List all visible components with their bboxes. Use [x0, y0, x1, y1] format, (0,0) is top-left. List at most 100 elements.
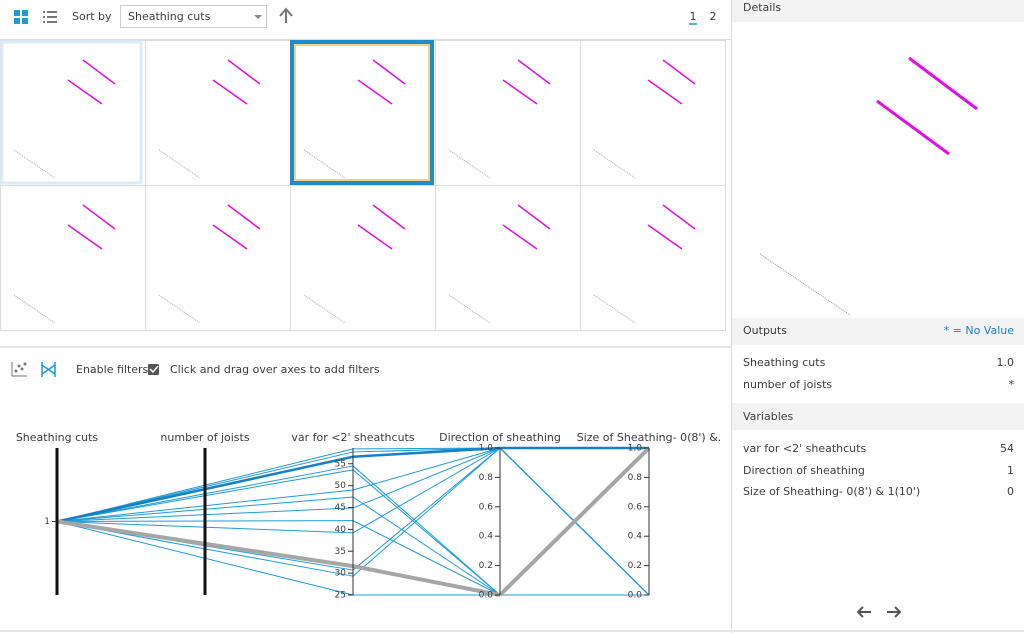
record-line: [352, 564, 501, 597]
record-line: [352, 496, 501, 596]
row-value: *: [1009, 378, 1015, 391]
tick-label: 55: [335, 459, 346, 469]
row-label: var for <2' sheathcuts: [743, 442, 866, 455]
member: [502, 224, 538, 250]
tick-label: 1.0: [479, 444, 494, 454]
thumbnail-frame: [580, 185, 726, 331]
enable-filters-checkbox[interactable]: [148, 364, 159, 375]
tick-label: 0.0: [479, 591, 494, 601]
axis-label: Sheathing cuts: [16, 431, 99, 444]
member: [662, 59, 696, 85]
details-header: [732, 0, 1024, 22]
record-line: [352, 447, 501, 509]
member: [372, 204, 406, 230]
grid-view-button[interactable]: [14, 10, 28, 24]
variables-header: [732, 403, 1024, 430]
thumbnail[interactable]: [145, 40, 291, 186]
page-2[interactable]: 2: [710, 10, 717, 23]
thumbnail-frame: [145, 40, 291, 186]
selected-inner: [294, 44, 430, 181]
row-label: Size of Sheathing- 0(8') & 1(10'): [743, 485, 920, 498]
record-line: [498, 446, 651, 597]
dropdown-caret: [254, 15, 262, 19]
tick-label: 0.8: [628, 473, 643, 483]
tick-label: 35: [335, 547, 346, 557]
list-view-button[interactable]: [43, 11, 57, 23]
variables-title: Variables: [743, 410, 794, 423]
sort-direction-button[interactable]: [279, 7, 293, 23]
previous-button[interactable]: [856, 606, 871, 618]
row-value: 1.0: [997, 356, 1015, 369]
cut-line: [158, 294, 201, 324]
thumbnail[interactable]: [290, 40, 436, 186]
thumbnail-frame: [290, 185, 436, 331]
member: [647, 224, 683, 250]
parallel-coordinates: Sheathing cuts 1 number of joists var for <…: [16, 431, 721, 601]
thumbnail[interactable]: [580, 185, 726, 331]
member: [67, 79, 103, 105]
no-value-note: * = No Value: [944, 324, 1015, 337]
thumbnail[interactable]: [580, 40, 726, 186]
member: [67, 224, 103, 250]
enable-filters-label: Enable filters: [76, 363, 149, 376]
selected-frame: [290, 40, 434, 185]
tick-label: 0.0: [628, 591, 643, 601]
member: [212, 79, 248, 105]
detail-rows: Sheathing cuts 1.0 number of joists * var fo…: [743, 356, 1015, 498]
next-button[interactable]: [887, 606, 902, 618]
record-line: [352, 446, 501, 458]
cut-line: [158, 149, 201, 179]
record-line: [352, 520, 501, 596]
cut-line: [593, 294, 636, 324]
tick-label: 0.2: [628, 561, 642, 571]
detail-preview: [759, 56, 978, 316]
thumbnail[interactable]: [435, 40, 581, 186]
thumbnail-frame: [435, 185, 581, 331]
axis-label: var for <2' sheathcuts: [291, 431, 414, 444]
tick-label: 50: [335, 481, 347, 491]
thumbnail-frame: [290, 40, 436, 186]
tick-label: 25: [335, 591, 346, 601]
axis-label: Direction of sheathing: [439, 431, 561, 444]
thumbnail[interactable]: [435, 185, 581, 331]
outputs-header: [732, 318, 1024, 345]
scatter-view-button[interactable]: [11, 362, 27, 377]
thumbnail[interactable]: [290, 185, 436, 331]
parallel-view-button[interactable]: [41, 362, 56, 377]
row-value: 54: [1000, 442, 1014, 455]
member: [647, 79, 683, 105]
page-1[interactable]: 1: [690, 10, 697, 23]
row-label: Sheathing cuts: [743, 356, 826, 369]
member: [82, 59, 116, 85]
sort-dropdown[interactable]: [120, 5, 267, 28]
cut-line: [303, 149, 346, 179]
tick-label: 0.8: [479, 473, 494, 483]
member: [357, 79, 393, 105]
tick-label: 0.6: [628, 502, 643, 512]
row-label: number of joists: [743, 378, 832, 391]
cut-line: [13, 294, 56, 324]
cut-line: [448, 149, 491, 179]
thumbnail[interactable]: [0, 40, 146, 186]
member: [357, 224, 393, 250]
thumbnail[interactable]: [0, 185, 146, 331]
member: [502, 79, 538, 105]
member: [227, 59, 261, 85]
thumbnail-frame: [435, 40, 581, 186]
member: [517, 204, 551, 230]
thumbnail-frame: [0, 40, 146, 186]
cut-line: [13, 149, 56, 179]
row-value: 1: [1007, 464, 1014, 477]
sort-value: Sheathing cuts: [128, 10, 211, 23]
cut-line: [303, 294, 346, 324]
member: [227, 204, 261, 230]
tick-label: 0.6: [479, 502, 494, 512]
thumbnail[interactable]: [145, 185, 291, 331]
thumbnail-grid: [0, 40, 726, 331]
axis-label: number of joists: [160, 431, 249, 444]
tick-label: 40: [335, 525, 347, 535]
row-value: 0: [1007, 485, 1014, 498]
record-line: [352, 447, 501, 491]
row-label: Direction of sheathing: [743, 464, 865, 477]
